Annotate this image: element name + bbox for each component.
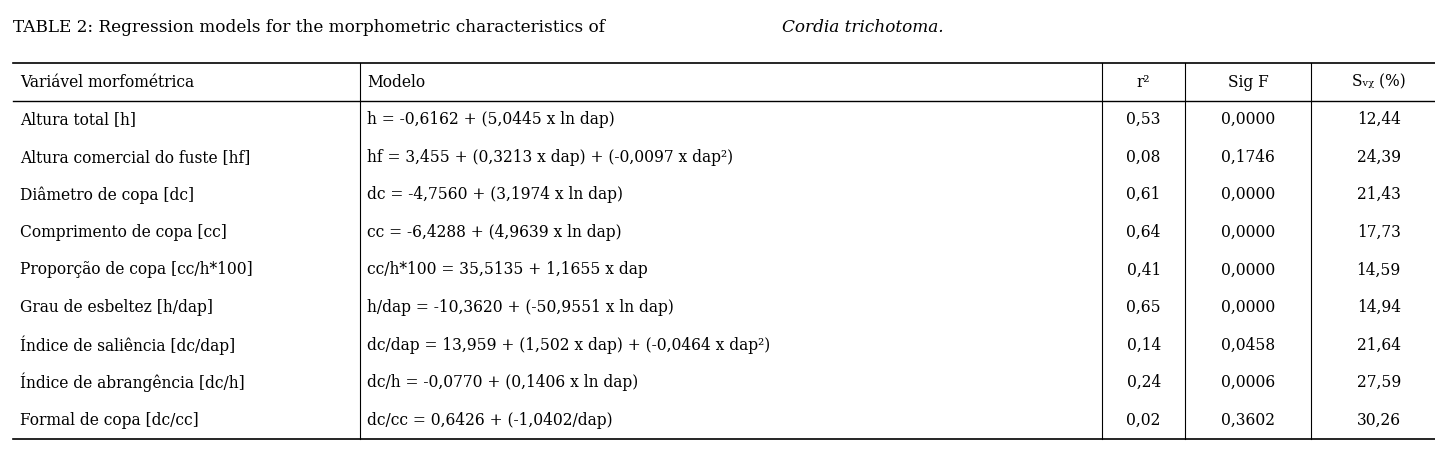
Text: 0,02: 0,02 bbox=[1126, 412, 1160, 429]
Text: Altura comercial do fuste [hf]: Altura comercial do fuste [hf] bbox=[20, 149, 250, 165]
Text: Sig F: Sig F bbox=[1228, 74, 1268, 90]
Text: 14,59: 14,59 bbox=[1357, 261, 1402, 278]
Text: Proporção de copa [cc/h*100]: Proporção de copa [cc/h*100] bbox=[20, 261, 253, 278]
Text: Modelo: Modelo bbox=[366, 74, 425, 90]
Text: hf = 3,455 + (0,3213 x dap) + (-0,0097 x dap²): hf = 3,455 + (0,3213 x dap) + (-0,0097 x… bbox=[366, 149, 732, 165]
Text: 0,64: 0,64 bbox=[1126, 224, 1160, 241]
Text: h/dap = -10,3620 + (-50,9551 x ln dap): h/dap = -10,3620 + (-50,9551 x ln dap) bbox=[366, 299, 673, 316]
Text: 14,94: 14,94 bbox=[1357, 299, 1400, 316]
Text: Altura total [h]: Altura total [h] bbox=[20, 111, 136, 128]
Text: 0,14: 0,14 bbox=[1127, 337, 1160, 354]
Text: Grau de esbeltez [h/dap]: Grau de esbeltez [h/dap] bbox=[20, 299, 213, 316]
Text: 0,0000: 0,0000 bbox=[1221, 261, 1275, 278]
Text: cc = -6,4288 + (4,9639 x ln dap): cc = -6,4288 + (4,9639 x ln dap) bbox=[366, 224, 622, 241]
Text: 24,39: 24,39 bbox=[1357, 149, 1400, 165]
Text: Cordia trichotoma.: Cordia trichotoma. bbox=[783, 19, 943, 36]
Text: r²: r² bbox=[1137, 74, 1150, 90]
Text: 0,3602: 0,3602 bbox=[1221, 412, 1275, 429]
Text: 0,0000: 0,0000 bbox=[1221, 186, 1275, 203]
Text: 0,41: 0,41 bbox=[1127, 261, 1160, 278]
Text: 0,0000: 0,0000 bbox=[1221, 299, 1275, 316]
Text: cc/h*100 = 35,5135 + 1,1655 x dap: cc/h*100 = 35,5135 + 1,1655 x dap bbox=[366, 261, 648, 278]
Text: Variável morfométrica: Variável morfométrica bbox=[20, 74, 194, 90]
Text: 0,0000: 0,0000 bbox=[1221, 111, 1275, 128]
Text: TABLE 2: Regression models for the morphometric characteristics of: TABLE 2: Regression models for the morph… bbox=[13, 19, 610, 36]
Text: 17,73: 17,73 bbox=[1357, 224, 1400, 241]
Text: 0,65: 0,65 bbox=[1126, 299, 1160, 316]
Text: 21,64: 21,64 bbox=[1357, 337, 1400, 354]
Text: 0,08: 0,08 bbox=[1126, 149, 1160, 165]
Text: Índice de abrangência [dc/h]: Índice de abrangência [dc/h] bbox=[20, 373, 244, 392]
Text: 0,0000: 0,0000 bbox=[1221, 224, 1275, 241]
Text: dc/h = -0,0770 + (0,1406 x ln dap): dc/h = -0,0770 + (0,1406 x ln dap) bbox=[366, 374, 638, 391]
Text: dc/dap = 13,959 + (1,502 x dap) + (-0,0464 x dap²): dc/dap = 13,959 + (1,502 x dap) + (-0,04… bbox=[366, 337, 770, 354]
Text: 0,61: 0,61 bbox=[1126, 186, 1160, 203]
Text: Índice de saliência [dc/dap]: Índice de saliência [dc/dap] bbox=[20, 335, 236, 355]
Text: Comprimento de copa [cc]: Comprimento de copa [cc] bbox=[20, 224, 227, 241]
Text: Diâmetro de copa [dc]: Diâmetro de copa [dc] bbox=[20, 186, 194, 203]
Text: dc = -4,7560 + (3,1974 x ln dap): dc = -4,7560 + (3,1974 x ln dap) bbox=[366, 186, 623, 203]
Text: Formal de copa [dc/cc]: Formal de copa [dc/cc] bbox=[20, 412, 198, 429]
Text: 12,44: 12,44 bbox=[1357, 111, 1400, 128]
Text: dc/cc = 0,6426 + (-1,0402/dap): dc/cc = 0,6426 + (-1,0402/dap) bbox=[366, 412, 613, 429]
Text: 30,26: 30,26 bbox=[1357, 412, 1400, 429]
Text: 0,0006: 0,0006 bbox=[1221, 374, 1275, 391]
Text: 21,43: 21,43 bbox=[1357, 186, 1400, 203]
Text: 27,59: 27,59 bbox=[1357, 374, 1402, 391]
Text: h = -0,6162 + (5,0445 x ln dap): h = -0,6162 + (5,0445 x ln dap) bbox=[366, 111, 615, 128]
Text: 0,1746: 0,1746 bbox=[1222, 149, 1275, 165]
Text: 0,24: 0,24 bbox=[1127, 374, 1160, 391]
Text: 0,0458: 0,0458 bbox=[1221, 337, 1275, 354]
Text: 0,53: 0,53 bbox=[1126, 111, 1160, 128]
Text: Sᵥᵪ (%): Sᵥᵪ (%) bbox=[1351, 74, 1406, 90]
